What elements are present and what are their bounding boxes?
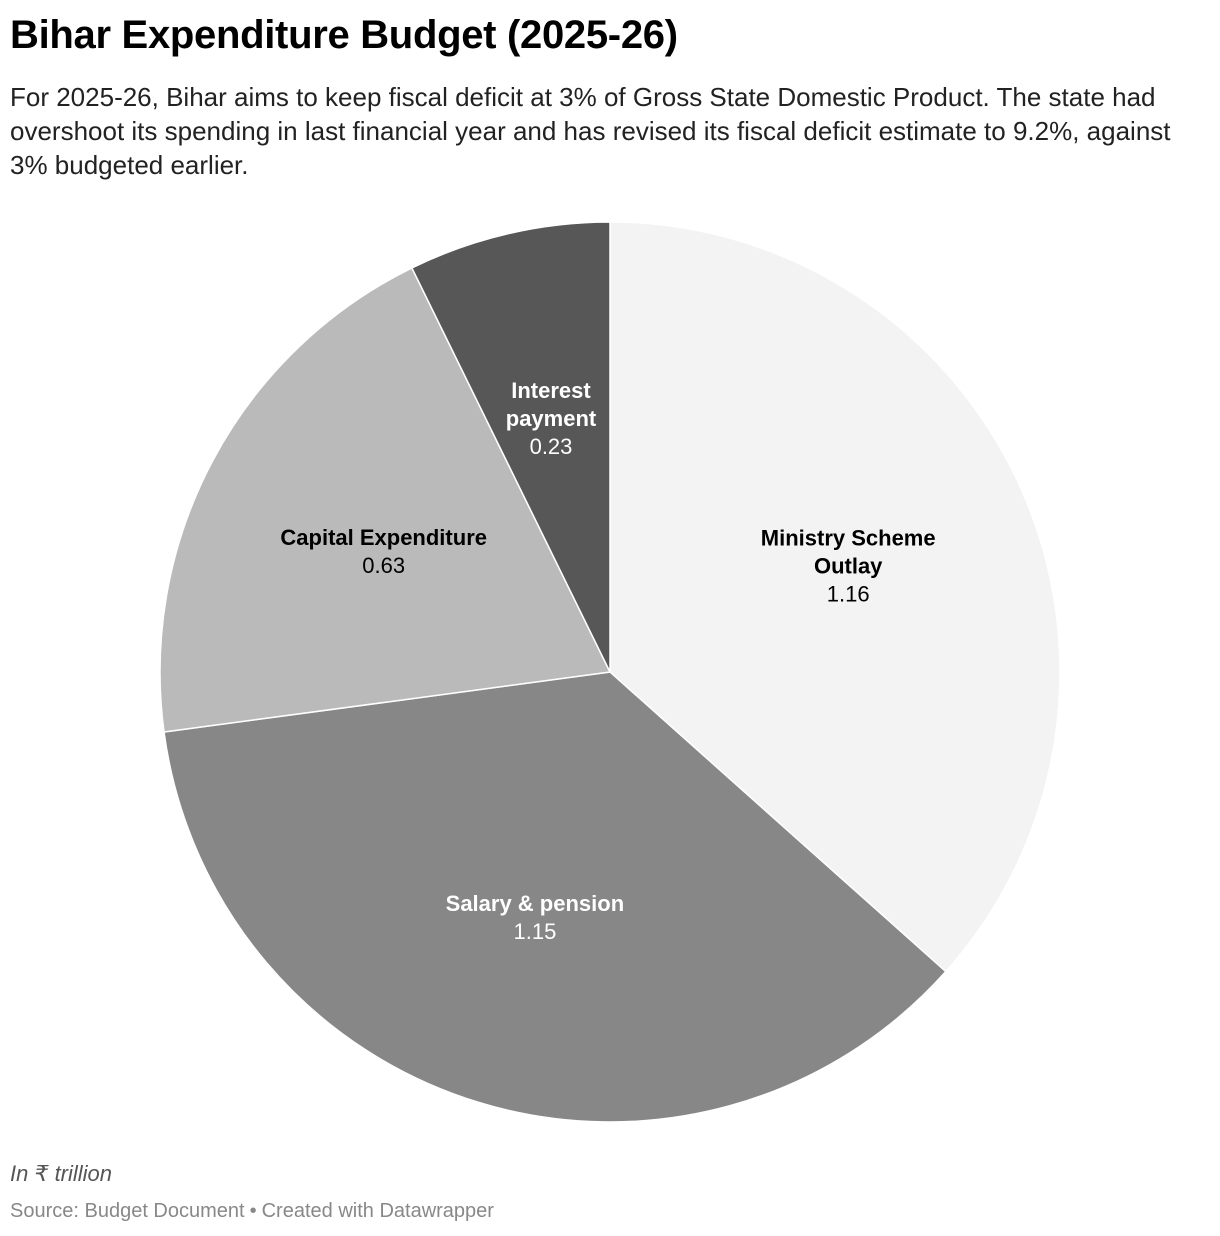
- slice-value-label: 1.15: [513, 919, 556, 944]
- slice-label-name-line: payment: [506, 406, 597, 431]
- pie-slice-3[interactable]: [411, 221, 611, 673]
- source-separator: •: [249, 1200, 257, 1222]
- pie-chart: Ministry Scheme Outlay 1.16 Salary & pensio…: [159, 221, 1061, 1123]
- slice-label-1: Salary & pension 1.15: [446, 891, 625, 944]
- credit-text: Created with Datawrapper: [261, 1200, 494, 1222]
- pie-slice-0[interactable]: [609, 221, 1061, 973]
- chart-subtitle: For 2025-26, Bihar aims to keep fiscal d…: [10, 82, 1171, 180]
- slice-label-3: Interest payment 0.23: [506, 378, 597, 459]
- slice-label-name-line: Salary & pension: [446, 891, 625, 916]
- pie-slice-1[interactable]: [163, 671, 947, 1123]
- slice-label-name-line: Ministry Scheme: [761, 525, 936, 550]
- slice-label-name-line: Interest: [511, 378, 591, 403]
- slice-label-0: Ministry Scheme Outlay 1.16: [761, 525, 936, 606]
- pie-slice-2[interactable]: [159, 267, 611, 733]
- slice-value-label: 1.16: [827, 581, 870, 606]
- slice-value-label: 0.63: [362, 553, 405, 578]
- source-text: Source: Budget Document: [10, 1200, 245, 1222]
- unit-note: In ₹ trillion: [10, 1161, 113, 1186]
- pie-labels: Ministry Scheme Outlay 1.16 Salary & pensio…: [280, 378, 935, 944]
- source-line: Source: Budget Document • Created with Dat…: [10, 1200, 494, 1223]
- slice-label-name-line: Capital Expenditure: [280, 525, 487, 550]
- slice-value-label: 0.23: [530, 434, 573, 459]
- slice-label-2: Capital Expenditure 0.63: [280, 525, 487, 578]
- chart-title: Bihar Expenditure Budget (2025-26): [10, 13, 678, 57]
- pie-slices: [159, 221, 1061, 1123]
- slice-label-name-line: Outlay: [814, 553, 883, 578]
